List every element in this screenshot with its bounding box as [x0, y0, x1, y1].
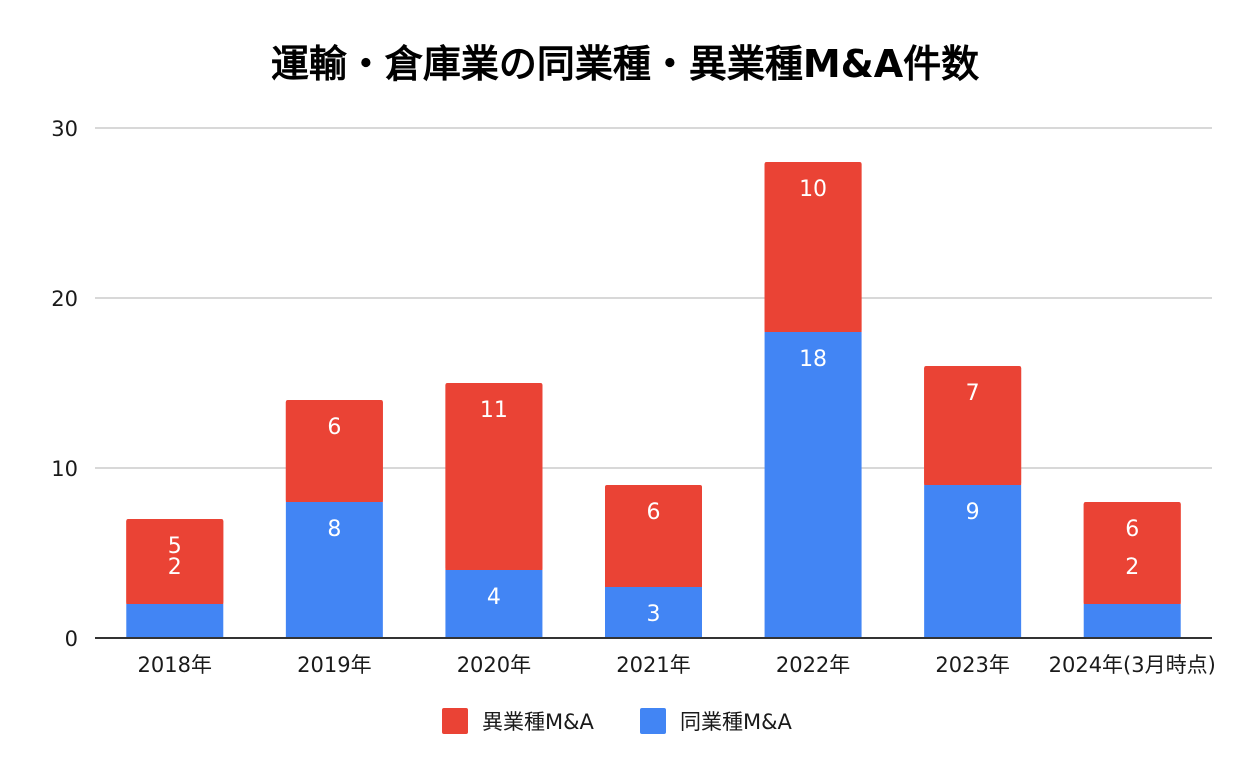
y-tick-label: 30 — [51, 117, 78, 141]
legend-swatch-same-industry — [640, 708, 666, 734]
x-axis-ticks: 2018年 2019年 2020年 2021年 2022年 2023年 2024年(3月時点… — [138, 653, 1216, 677]
bar-cross-industry-fill — [924, 368, 1022, 485]
x-tick-label: 2021年 — [616, 653, 690, 677]
y-tick-label: 20 — [51, 287, 78, 311]
bar-cross-industry-fill — [445, 385, 543, 570]
legend-swatch-cross-industry — [442, 708, 468, 734]
x-tick-label: 2019年 — [297, 653, 371, 677]
bar-same-industry — [1083, 604, 1181, 638]
y-axis-ticks: 0 10 20 30 — [51, 117, 78, 651]
bar-same-industry — [924, 485, 1022, 638]
legend: 異業種M&A 同業種M&A — [442, 708, 792, 734]
x-tick-label: 2022年 — [776, 653, 850, 677]
gridlines — [95, 127, 1212, 469]
data-label-cross-industry: 6 — [327, 415, 341, 440]
bar-same-industry — [126, 604, 224, 638]
x-tick-label: 2020年 — [457, 653, 531, 677]
bar-same-industry — [605, 587, 702, 638]
data-label-same-industry: 2 — [168, 555, 182, 580]
bar-cross-industry-fill — [764, 164, 862, 332]
bar-same-industry — [445, 570, 543, 638]
x-tick-label: 2018年 — [138, 653, 212, 677]
bar-cross-industry-fill — [605, 487, 702, 587]
data-label-cross-industry: 6 — [647, 500, 661, 525]
data-label-same-industry: 3 — [647, 602, 661, 627]
data-label-cross-industry: 7 — [966, 381, 980, 406]
x-tick-label: 2024年(3月時点) — [1049, 653, 1216, 677]
data-label-same-industry: 8 — [327, 517, 341, 542]
data-label-cross-industry: 10 — [799, 177, 827, 202]
bar-cross-industry-fill — [1083, 504, 1181, 604]
y-tick-label: 0 — [65, 627, 78, 651]
data-label-same-industry: 4 — [487, 585, 501, 610]
bar-same-industry — [764, 332, 862, 638]
data-label-cross-industry: 6 — [1125, 517, 1139, 542]
data-label-same-industry: 9 — [966, 500, 980, 525]
bar-same-industry — [285, 502, 383, 638]
data-label-cross-industry: 11 — [480, 398, 508, 423]
x-tick-label: 2023年 — [935, 653, 1009, 677]
chart-title: 運輸・倉庫業の同業種・異業種M&A件数 — [271, 42, 979, 86]
bar-cross-industry-fill — [126, 521, 224, 604]
bar-cross-industry-fill — [285, 402, 383, 502]
data-label-same-industry: 2 — [1125, 555, 1139, 580]
data-label-same-industry: 18 — [799, 347, 827, 372]
legend-label-same-industry: 同業種M&A — [680, 710, 792, 734]
legend-label-cross-industry: 異業種M&A — [482, 710, 594, 734]
bars — [126, 162, 1181, 638]
data-label-cross-industry: 5 — [168, 534, 182, 559]
y-tick-label: 10 — [51, 457, 78, 481]
